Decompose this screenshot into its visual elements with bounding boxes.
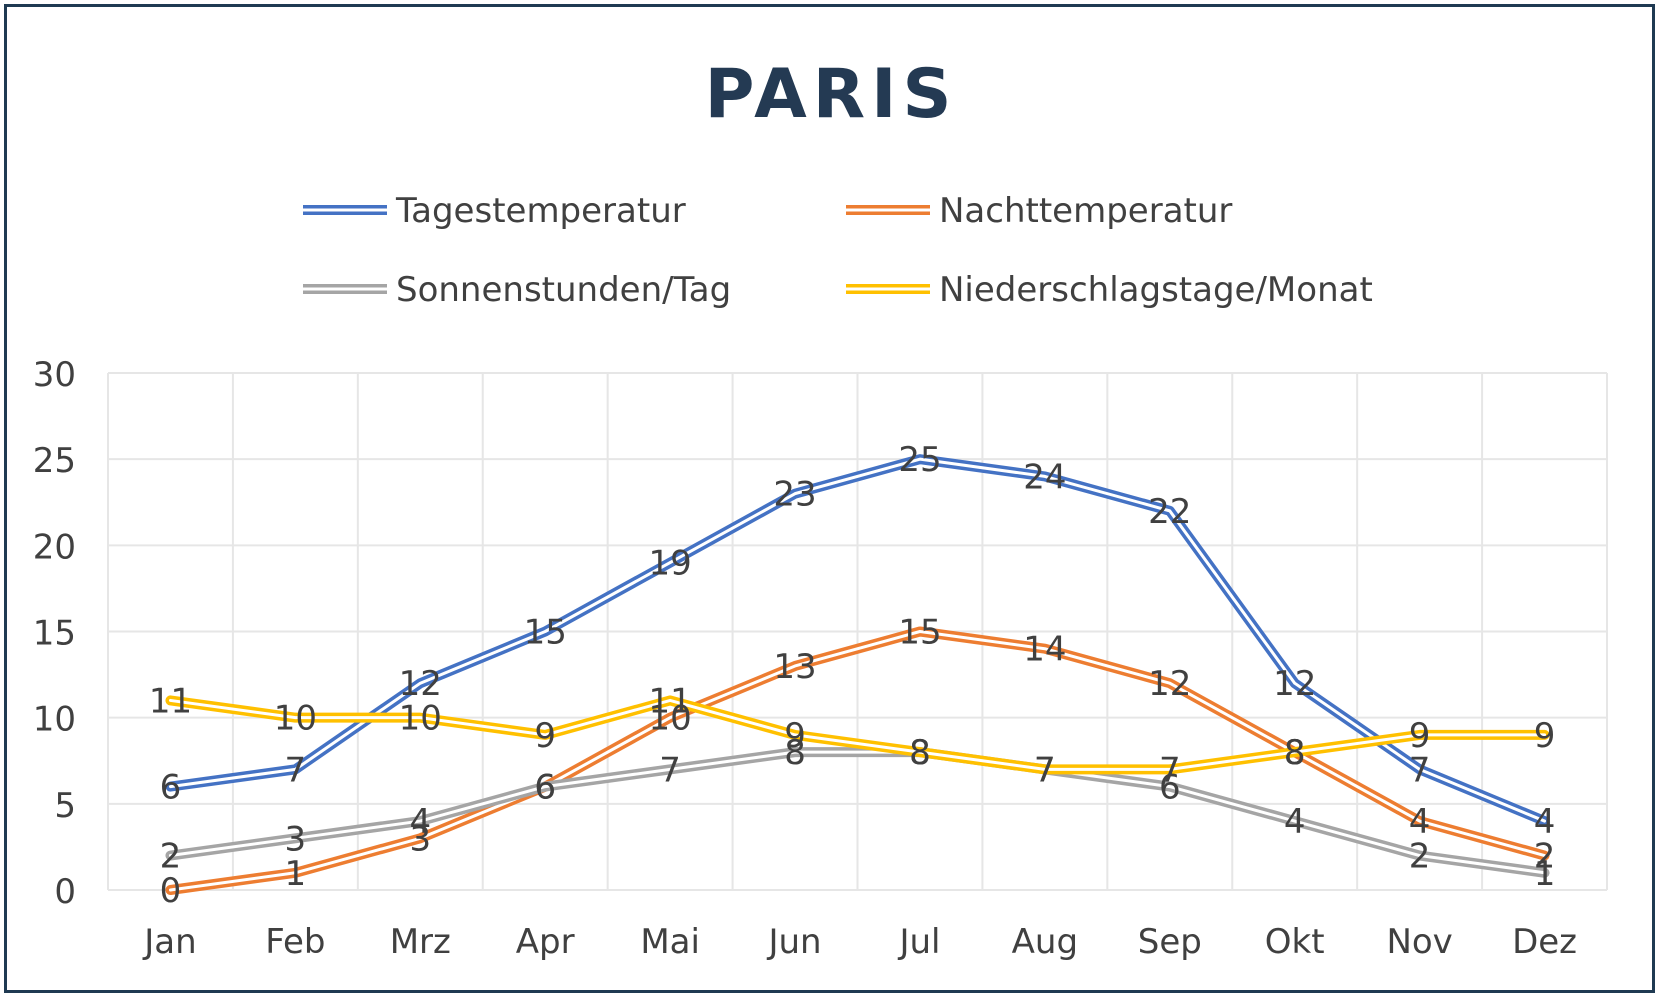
data-label: 1 bbox=[285, 854, 307, 894]
y-tick-label: 15 bbox=[33, 614, 76, 654]
data-label: 25 bbox=[898, 440, 941, 480]
data-label: 6 bbox=[534, 768, 556, 808]
data-label: 19 bbox=[648, 544, 691, 584]
x-tick-label: Mai bbox=[640, 922, 700, 962]
data-label: 3 bbox=[285, 819, 307, 859]
data-label: 15 bbox=[524, 613, 567, 653]
x-tick-label: Jan bbox=[142, 922, 196, 962]
data-label: 8 bbox=[1284, 733, 1306, 773]
data-label: 12 bbox=[1148, 664, 1191, 704]
data-label: 10 bbox=[399, 699, 442, 739]
y-tick-label: 25 bbox=[33, 441, 76, 481]
series-1 bbox=[165, 454, 1550, 827]
x-tick-label: Okt bbox=[1265, 922, 1325, 962]
data-label: 8 bbox=[909, 733, 931, 773]
chart-title: PARIS bbox=[705, 55, 958, 134]
y-tick-label: 20 bbox=[33, 527, 76, 567]
data-label: 7 bbox=[1409, 750, 1431, 790]
data-label: 2 bbox=[160, 837, 182, 877]
data-label: 11 bbox=[149, 681, 192, 721]
legend-label: Niederschlagstage/Monat bbox=[939, 270, 1373, 310]
data-label: 11 bbox=[648, 681, 691, 721]
series-line-core bbox=[168, 630, 1547, 892]
data-label: 8 bbox=[909, 733, 931, 773]
x-tick-label: Nov bbox=[1386, 922, 1452, 962]
legend-label: Sonnenstunden/Tag bbox=[396, 270, 731, 310]
data-label: 14 bbox=[1023, 630, 1066, 670]
data-label: 7 bbox=[659, 750, 681, 790]
y-tick-label: 0 bbox=[54, 872, 76, 912]
x-tick-label: Apr bbox=[516, 922, 575, 962]
data-label: 9 bbox=[1409, 716, 1431, 756]
data-label: 9 bbox=[784, 716, 806, 756]
legend-item-3: Sonnenstunden/Tag bbox=[303, 270, 731, 310]
data-label: 6 bbox=[534, 768, 556, 808]
data-label: 9 bbox=[534, 716, 556, 756]
legend-item-2: Nachttemperatur bbox=[846, 191, 1232, 231]
data-label: 3 bbox=[409, 819, 431, 859]
data-label: 7 bbox=[285, 750, 307, 790]
data-label: 1 bbox=[1534, 854, 1556, 894]
legend-label: Nachttemperatur bbox=[939, 191, 1232, 231]
series-line-core bbox=[168, 457, 1547, 823]
data-label: 4 bbox=[409, 802, 431, 842]
data-label: 12 bbox=[1273, 664, 1316, 704]
legend-item-4: Niederschlagstage/Monat bbox=[846, 270, 1373, 310]
data-label: 7 bbox=[1159, 750, 1181, 790]
data-label: 15 bbox=[898, 613, 941, 653]
x-tick-label: Jun bbox=[766, 922, 821, 962]
y-tick-label: 10 bbox=[33, 700, 76, 740]
x-tick-label: Feb bbox=[265, 922, 325, 962]
data-label: 10 bbox=[648, 699, 691, 739]
data-label: 2 bbox=[1409, 837, 1431, 877]
series-3 bbox=[165, 747, 1550, 878]
data-label: 24 bbox=[1023, 457, 1066, 497]
data-label: 22 bbox=[1148, 492, 1191, 532]
legend-item-1: Tagestemperatur bbox=[303, 191, 686, 231]
data-label: 2 bbox=[1534, 837, 1556, 877]
series-4 bbox=[165, 695, 1550, 775]
data-label: 4 bbox=[1409, 802, 1431, 842]
data-label: 7 bbox=[1034, 750, 1056, 790]
x-tick-label: Aug bbox=[1012, 922, 1078, 962]
series-line-core bbox=[168, 698, 1547, 771]
data-label: 10 bbox=[274, 699, 317, 739]
data-label: 23 bbox=[773, 475, 816, 515]
y-tick-label: 5 bbox=[54, 786, 76, 826]
data-label: 8 bbox=[1284, 733, 1306, 773]
series-2 bbox=[165, 626, 1550, 895]
x-tick-label: Jul bbox=[897, 922, 940, 962]
y-tick-label: 30 bbox=[33, 355, 76, 395]
series-lines bbox=[165, 454, 1550, 895]
x-tick-label: Sep bbox=[1138, 922, 1202, 962]
x-tick-label: Dez bbox=[1512, 922, 1577, 962]
legend: Tagestemperatur Nachttemperatur Sonnenstun… bbox=[303, 191, 1373, 310]
data-label: 6 bbox=[1159, 768, 1181, 808]
data-label: 4 bbox=[1534, 802, 1556, 842]
data-label: 12 bbox=[399, 664, 442, 704]
data-label: 0 bbox=[160, 871, 182, 911]
data-label: 13 bbox=[773, 647, 816, 687]
series-line-core bbox=[168, 750, 1547, 875]
data-label: 7 bbox=[1034, 750, 1056, 790]
data-label: 6 bbox=[160, 768, 182, 808]
chart-frame bbox=[4, 4, 1655, 993]
legend-label: Tagestemperatur bbox=[395, 191, 686, 231]
grid bbox=[107, 372, 1608, 891]
data-label: 8 bbox=[784, 733, 806, 773]
x-tick-label: Mrz bbox=[390, 922, 451, 962]
data-label: 9 bbox=[1534, 716, 1556, 756]
data-label: 4 bbox=[1284, 802, 1306, 842]
